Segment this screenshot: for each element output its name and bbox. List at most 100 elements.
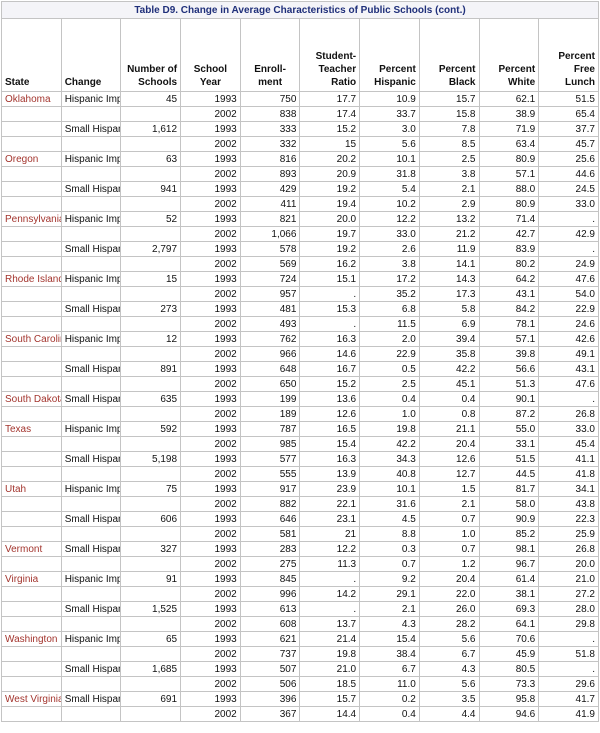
state-cell: Oregon [1,151,62,167]
value-cell: 4.5 [359,511,420,527]
value-cell: 24.9 [538,256,599,272]
value-cell: 22.1 [299,496,361,512]
value-cell: 555 [239,466,301,482]
change-cell: Small Hispanic Change [60,121,122,137]
table-row: Small Hispanic Change273199348115.36.85.… [1,301,599,317]
table-row: 2002 882 22.1 31.6 2.1 58.0 43.8 [1,496,599,512]
state-cell [1,301,62,317]
value-cell: 71.4 [478,211,540,227]
table-row: 2002 838 17.4 33.7 15.8 38.9 65.4 [1,106,599,122]
value-cell: 2002 [180,196,241,212]
column-header: Change [60,18,122,92]
value-cell: 21.2 [418,226,480,242]
table-row: 2002 985 15.4 42.2 20.4 33.1 45.4 [1,436,599,452]
value-cell: 20.2 [299,151,361,167]
value-cell: 3.8 [359,256,420,272]
table-row: Small Hispanic Change941199342919.25.42.… [1,181,599,197]
table-row: Small Hispanic Change1,612199333315.23.0… [1,121,599,137]
value-cell: 2002 [180,376,241,392]
change-cell: Small Hispanic Change [60,691,122,707]
value-cell: 16.3 [299,451,361,467]
change-cell [60,406,122,422]
value-cell: 1.2 [418,556,480,572]
value-cell: 6.9 [418,316,480,332]
value-cell: 10.1 [359,481,420,497]
value-cell: 64.1 [478,616,540,632]
change-cell: Hispanic Impacted [60,571,122,587]
value-cell: 75 [120,481,182,497]
table-row: 2002 555 13.9 40.8 12.7 44.5 41.8 [1,466,599,482]
value-cell: 1993 [180,271,241,287]
value-cell: 787 [239,421,301,437]
change-cell: Hispanic Impacted [60,421,122,437]
value-cell: 0.8 [418,406,480,422]
value-cell: 21.4 [299,631,361,647]
value-cell: 2002 [180,466,241,482]
value-cell: 2002 [180,406,241,422]
value-cell: 33.0 [538,421,599,437]
value-cell: 6.7 [359,661,420,677]
value-cell [120,676,182,692]
value-cell: 20.9 [299,166,361,182]
change-cell [60,166,122,182]
value-cell: 2002 [180,256,241,272]
value-cell: 91 [120,571,182,587]
value-cell: . [538,631,599,647]
value-cell [120,226,182,242]
value-cell: 45.9 [478,646,540,662]
state-cell [1,166,62,182]
value-cell: 65 [120,631,182,647]
value-cell: 1993 [180,511,241,527]
value-cell: 327 [120,541,182,557]
value-cell: 2.1 [359,601,420,617]
table-row: Small Hispanic Change606199364623.14.50.… [1,511,599,527]
value-cell: 2002 [180,136,241,152]
value-cell: 333 [239,121,301,137]
value-cell: 2002 [180,556,241,572]
value-cell: 18.5 [299,676,361,692]
value-cell: . [299,571,361,587]
state-cell: Rhode Island [1,271,62,287]
value-cell: 1993 [180,541,241,557]
value-cell: 635 [120,391,182,407]
value-cell: 34.1 [538,481,599,497]
value-cell: 15 [299,136,361,152]
value-cell: 90.1 [478,391,540,407]
table-row: 2002 1,066 19.7 33.0 21.2 42.7 42.9 [1,226,599,242]
value-cell: 35.8 [418,346,480,362]
state-cell [1,256,62,272]
value-cell: 199 [239,391,301,407]
value-cell: 966 [239,346,301,362]
value-cell: 1.0 [359,406,420,422]
value-cell: 14.1 [418,256,480,272]
value-cell: 4.3 [418,661,480,677]
value-cell: 5,198 [120,451,182,467]
value-cell [120,646,182,662]
value-cell: 90.9 [478,511,540,527]
value-cell: 15.4 [299,436,361,452]
value-cell: 367 [239,706,301,722]
value-cell: 26.8 [538,406,599,422]
column-header: School Year [180,18,241,92]
value-cell: 11.0 [359,676,420,692]
value-cell: 0.2 [359,691,420,707]
value-cell: 19.7 [299,226,361,242]
value-cell: 54.0 [538,286,599,302]
change-cell [60,526,122,542]
change-cell: Small Hispanic Change [60,451,122,467]
value-cell: 45.1 [418,376,480,392]
value-cell: 957 [239,286,301,302]
state-cell: Utah [1,481,62,497]
value-cell: 62.1 [478,91,540,107]
value-cell: 29.8 [538,616,599,632]
value-cell: 65.4 [538,106,599,122]
value-cell: 64.2 [478,271,540,287]
table-row: South CarolinaHispanic Impacted121993762… [1,331,599,347]
table-row: 2002 966 14.6 22.9 35.8 39.8 49.1 [1,346,599,362]
value-cell: 80.9 [478,151,540,167]
value-cell: 29.1 [359,586,420,602]
value-cell [120,286,182,302]
state-cell [1,136,62,152]
value-cell: 43.1 [478,286,540,302]
